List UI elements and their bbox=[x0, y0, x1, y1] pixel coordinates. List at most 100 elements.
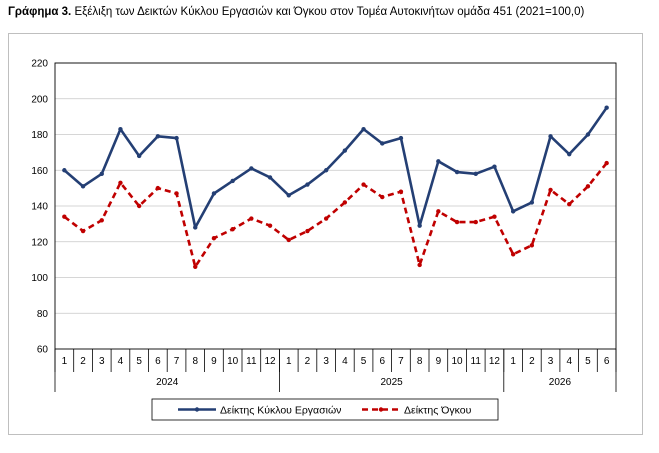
data-point-series-1 bbox=[510, 209, 516, 214]
data-point-series-2 bbox=[211, 235, 217, 241]
chart-title-text: Εξέλιξη των Δεικτών Κύκλου Εργασιών και … bbox=[74, 6, 585, 18]
chart-title-number: Γράφημα 3. bbox=[8, 6, 72, 18]
data-point-series-1 bbox=[454, 169, 460, 175]
data-point-series-1 bbox=[230, 178, 235, 184]
series-line-1 bbox=[63, 106, 608, 229]
data-point-series-2 bbox=[436, 209, 441, 214]
data-point-series-1 bbox=[436, 159, 441, 164]
month-tick-label: 7 bbox=[398, 356, 404, 367]
data-point-series-1 bbox=[118, 126, 123, 132]
month-tick-label: 5 bbox=[361, 356, 367, 367]
legend-label-2: Δείκτης Όγκου bbox=[404, 404, 472, 416]
data-point-series-1 bbox=[361, 126, 366, 132]
data-point-series-2 bbox=[155, 185, 161, 191]
data-point-series-2 bbox=[118, 180, 123, 185]
month-tick-label: 7 bbox=[174, 356, 180, 367]
data-point-series-1 bbox=[80, 184, 86, 189]
year-tick-label: 2026 bbox=[549, 377, 572, 388]
y-tick-label: 160 bbox=[31, 166, 48, 177]
month-tick-label: 3 bbox=[99, 356, 105, 367]
data-point-series-1 bbox=[249, 166, 254, 171]
series-line-2 bbox=[63, 162, 608, 269]
chart-title: Γράφημα 3. Εξέλιξη των Δεικτών Κύκλου Ερ… bbox=[8, 6, 584, 18]
y-tick-label: 180 bbox=[31, 130, 48, 141]
month-tick-label: 6 bbox=[604, 356, 610, 367]
data-point-series-2 bbox=[529, 243, 535, 248]
data-point-series-2 bbox=[323, 216, 329, 221]
data-point-series-1 bbox=[492, 164, 497, 169]
data-point-series-1 bbox=[585, 132, 591, 137]
month-tick-label: 5 bbox=[136, 356, 142, 367]
data-point-series-1 bbox=[604, 105, 609, 110]
y-tick-label: 60 bbox=[37, 345, 49, 356]
data-point-series-1 bbox=[136, 153, 142, 159]
month-tick-label: 6 bbox=[379, 356, 385, 367]
data-point-series-2 bbox=[604, 160, 609, 166]
data-point-series-1 bbox=[286, 193, 291, 198]
data-point-series-1 bbox=[174, 135, 179, 141]
data-point-series-2 bbox=[193, 264, 198, 269]
data-point-series-2 bbox=[286, 237, 291, 243]
data-point-series-2 bbox=[62, 214, 67, 219]
legend-marker-2 bbox=[378, 407, 384, 412]
year-tick-label: 2024 bbox=[156, 377, 179, 388]
data-point-series-1 bbox=[342, 148, 348, 153]
data-point-series-2 bbox=[473, 219, 478, 225]
data-point-series-2 bbox=[99, 218, 104, 223]
month-tick-label: 1 bbox=[510, 356, 516, 367]
data-point-series-2 bbox=[510, 252, 516, 257]
data-point-series-1 bbox=[473, 171, 478, 177]
data-point-series-2 bbox=[492, 214, 497, 219]
data-point-series-1 bbox=[305, 182, 310, 187]
data-point-series-1 bbox=[62, 168, 67, 173]
year-tick-label: 2025 bbox=[380, 377, 403, 388]
data-point-series-2 bbox=[80, 228, 86, 234]
month-tick-label: 1 bbox=[286, 356, 292, 367]
data-point-series-2 bbox=[305, 228, 310, 234]
data-point-series-1 bbox=[529, 200, 535, 205]
data-point-series-1 bbox=[155, 134, 161, 139]
data-point-series-1 bbox=[398, 135, 404, 141]
y-tick-label: 80 bbox=[37, 309, 49, 320]
month-tick-label: 5 bbox=[585, 356, 591, 367]
data-point-series-1 bbox=[548, 134, 553, 139]
month-tick-label: 12 bbox=[489, 356, 501, 367]
month-tick-label: 6 bbox=[155, 356, 161, 367]
legend-marker-1 bbox=[194, 407, 200, 412]
data-point-series-2 bbox=[136, 203, 142, 209]
data-point-series-2 bbox=[398, 189, 404, 194]
data-point-series-2 bbox=[454, 219, 460, 225]
month-tick-label: 3 bbox=[323, 356, 329, 367]
data-point-series-2 bbox=[380, 194, 385, 200]
chart-frame bbox=[8, 33, 643, 435]
data-point-series-1 bbox=[567, 151, 572, 157]
y-tick-label: 220 bbox=[31, 59, 48, 70]
data-point-series-1 bbox=[193, 225, 198, 230]
data-point-series-2 bbox=[361, 182, 366, 187]
month-tick-label: 11 bbox=[471, 356, 482, 367]
month-tick-label: 12 bbox=[264, 356, 276, 367]
data-point-series-1 bbox=[211, 191, 217, 196]
month-tick-label: 2 bbox=[529, 356, 535, 367]
month-tick-label: 9 bbox=[436, 356, 442, 367]
month-tick-label: 10 bbox=[227, 356, 239, 367]
y-tick-label: 100 bbox=[31, 273, 48, 284]
month-tick-label: 9 bbox=[211, 356, 217, 367]
month-tick-label: 1 bbox=[62, 356, 68, 367]
data-point-series-2 bbox=[567, 202, 572, 207]
data-point-series-2 bbox=[267, 223, 273, 228]
month-tick-label: 2 bbox=[80, 356, 86, 367]
month-tick-label: 4 bbox=[118, 356, 124, 367]
month-tick-label: 11 bbox=[246, 356, 257, 367]
y-tick-label: 120 bbox=[31, 237, 48, 248]
data-point-series-1 bbox=[267, 175, 273, 180]
data-point-series-1 bbox=[99, 171, 104, 177]
data-point-series-2 bbox=[230, 227, 235, 232]
data-point-series-2 bbox=[585, 184, 591, 189]
y-tick-label: 200 bbox=[31, 94, 48, 105]
data-point-series-2 bbox=[548, 187, 553, 193]
data-point-series-2 bbox=[249, 216, 254, 221]
y-tick-label: 140 bbox=[31, 202, 48, 213]
month-tick-label: 4 bbox=[566, 356, 572, 367]
